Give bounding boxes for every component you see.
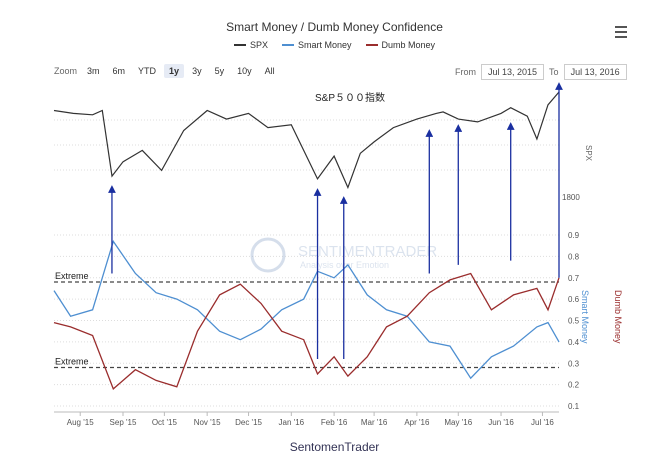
- x-tick-label: Sep '15: [110, 418, 137, 427]
- date-range: From Jul 13, 2015 To Jul 13, 2016: [455, 64, 627, 80]
- to-date-input[interactable]: Jul 13, 2016: [563, 64, 627, 80]
- x-tick-label: Aug '15: [67, 418, 94, 427]
- watermark-subtitle: Analysis over Emotion: [300, 260, 389, 270]
- axis-title-smart-money: Smart Money: [580, 290, 590, 344]
- x-tick-label: Feb '16: [321, 418, 348, 427]
- spx-axis-title: SPX: [584, 145, 593, 162]
- series-line-dumb-money: [53, 272, 560, 390]
- x-tick-label: Dec '15: [235, 418, 262, 427]
- zoom-button-3m[interactable]: 3m: [87, 66, 100, 76]
- zoom-button-6m[interactable]: 6m: [112, 66, 126, 76]
- zoom-button-all[interactable]: All: [264, 66, 275, 76]
- x-tick-label: Jan '16: [279, 418, 305, 427]
- y-tick-label: 0.6: [568, 295, 580, 304]
- axis-title-dumb-money: Dumb Money: [613, 290, 623, 344]
- legend-item-smart-money[interactable]: Smart Money: [281, 40, 352, 50]
- legend-swatch-dumb-money: [365, 44, 378, 46]
- legend-label-smart-money: Smart Money: [297, 40, 352, 50]
- legend-swatch-smart-money: [281, 44, 294, 46]
- y-tick-label: 0.9: [568, 231, 580, 240]
- hamburger-menu-icon[interactable]: [615, 26, 627, 41]
- series-line-spx: [53, 91, 560, 190]
- x-tick-label: Jul '16: [531, 418, 554, 427]
- x-tick-label: Apr '16: [404, 418, 430, 427]
- zoom-label: Zoom: [54, 66, 78, 76]
- y-tick-label: 0.2: [568, 381, 580, 390]
- x-tick-label: Oct '15: [152, 418, 178, 427]
- y-tick-label: 0.1: [568, 402, 580, 411]
- legend-label-dumb-money: Dumb Money: [381, 40, 436, 50]
- footer-caption: SentomenTrader: [289, 440, 380, 454]
- zoom-button-5y[interactable]: 5y: [214, 66, 225, 76]
- zoom-button-1y[interactable]: 1y: [164, 64, 185, 78]
- from-label: From: [455, 67, 476, 77]
- zoom-button-ytd[interactable]: YTD: [138, 66, 157, 76]
- y-tick-label: 0.8: [568, 252, 580, 261]
- x-tick-label: Jun '16: [488, 418, 514, 427]
- y-tick-label: 0.4: [568, 338, 580, 347]
- to-label: To: [549, 67, 559, 77]
- zoom-button-3y[interactable]: 3y: [192, 66, 202, 76]
- legend-item-spx[interactable]: SPX: [233, 40, 268, 50]
- y-tick-label: 0.7: [568, 274, 580, 283]
- extreme-label-upper: Extreme: [55, 271, 89, 281]
- from-date-input[interactable]: Jul 13, 2015: [481, 64, 545, 80]
- extreme-label-lower: Extreme: [55, 357, 89, 367]
- legend-label-spx: SPX: [249, 40, 268, 50]
- x-tick-label: Mar '16: [361, 418, 388, 427]
- chart-title: Smart Money / Dumb Money Confidence: [226, 20, 443, 34]
- zoom-button-10y[interactable]: 10y: [237, 66, 252, 76]
- zoom-bar: Zoom 3m 6m YTD 1y 3y 5y 10y All: [54, 64, 280, 78]
- y-tick-label: 0.5: [568, 317, 580, 326]
- legend-item-dumb-money[interactable]: Dumb Money: [365, 40, 436, 50]
- legend-swatch-spx: [233, 44, 246, 46]
- spx-tick-label: 1800: [562, 193, 580, 202]
- spx-inner-label: S&P５００指数: [315, 91, 385, 104]
- y-tick-label: 0.3: [568, 359, 580, 368]
- x-tick-label: Nov '15: [194, 418, 221, 427]
- x-tick-label: May '16: [444, 418, 472, 427]
- watermark-title: SENTIMENTRADER: [298, 243, 437, 260]
- watermark-logo-icon: [250, 237, 286, 273]
- legend: SPX Smart Money Dumb Money: [0, 40, 669, 50]
